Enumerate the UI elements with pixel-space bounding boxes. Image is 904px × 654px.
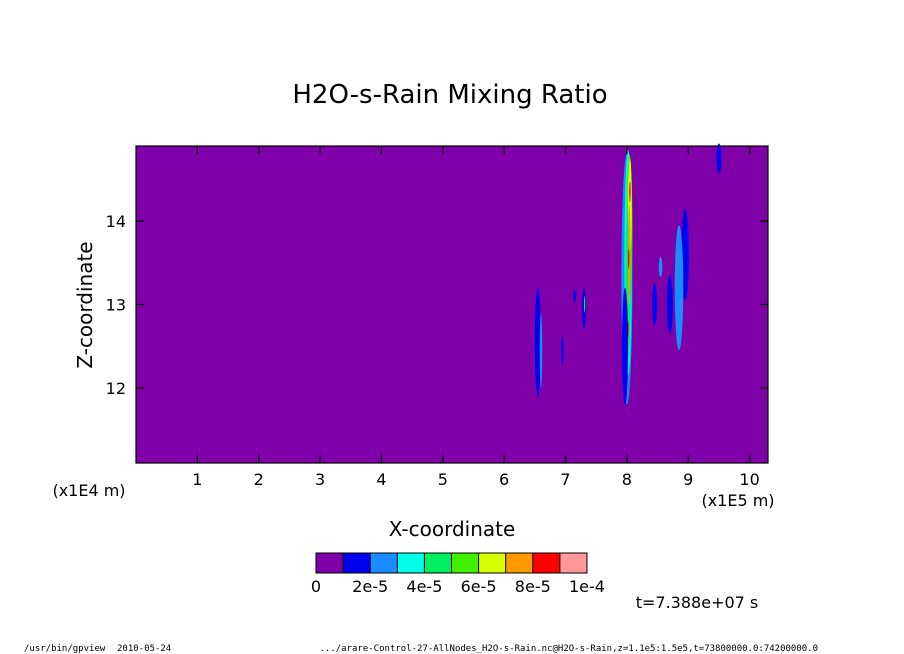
y-tick-label: 13 <box>106 296 126 315</box>
y-axis-label: Z-coordinate <box>73 241 97 368</box>
colorbar-swatch <box>424 553 452 573</box>
time-label: t=7.388e+07 s <box>636 593 759 612</box>
contour-feature-12 <box>666 275 673 334</box>
contour-feature-19 <box>582 287 586 330</box>
colorbar-swatch <box>478 553 506 573</box>
colorbar-swatch <box>397 553 425 573</box>
colorbar-label: 6e-5 <box>461 577 497 596</box>
colorbar-swatch <box>451 553 479 573</box>
y-scale-label: (x1E4 m) <box>52 481 125 500</box>
x-tick-label: 10 <box>739 470 759 489</box>
colorbar-swatch <box>505 553 533 573</box>
footer-program: /usr/bin/gpview <box>24 644 106 654</box>
colorbar-swatch <box>559 553 587 573</box>
contour-feature-21 <box>573 289 576 303</box>
x-tick-label: 7 <box>560 470 570 489</box>
x-scale-label: (x1E5 m) <box>701 491 774 510</box>
x-tick-label: 4 <box>376 470 386 489</box>
contour-feature-10 <box>681 208 689 301</box>
contour-feature-14 <box>658 256 663 277</box>
colorbar-label: 8e-5 <box>515 577 551 596</box>
colorbar-label: 2e-5 <box>352 577 388 596</box>
contour-feature-17 <box>539 312 543 388</box>
x-axis-label: X-coordinate <box>389 517 516 541</box>
contour-feature-20 <box>583 296 586 313</box>
x-tick-label: 2 <box>254 470 264 489</box>
footer-source: .../arare-Control-27-AllNodes_H2O-s-Rain… <box>320 644 819 654</box>
colorbar-label: 4e-5 <box>406 577 442 596</box>
contour-features <box>534 143 722 405</box>
y-tick-label: 14 <box>106 212 126 231</box>
y-tick-label: 12 <box>106 379 126 398</box>
contour-feature-11 <box>674 225 684 351</box>
x-tick-label: 6 <box>499 470 509 489</box>
x-tick-label: 1 <box>192 470 202 489</box>
contour-feature-13 <box>652 283 657 326</box>
chart-title: H2O-s-Rain Mixing Ratio <box>292 80 607 110</box>
footer-date: 2010-05-24 <box>117 644 171 654</box>
contour-feature-18 <box>561 335 564 366</box>
contour-feature-6 <box>629 181 631 202</box>
colorbar-swatch <box>370 553 398 573</box>
colorbar-swatch <box>532 553 560 573</box>
colorbar-swatch <box>316 553 344 573</box>
contour-feature-7 <box>627 248 630 269</box>
contour-feature-16 <box>534 287 541 397</box>
x-tick-label: 8 <box>622 470 632 489</box>
contour-feature-9 <box>621 287 629 405</box>
x-tick-label: 3 <box>315 470 325 489</box>
colorbar-label: 0 <box>311 577 321 596</box>
x-tick-label: 9 <box>683 470 693 489</box>
contour-feature-15 <box>716 143 722 174</box>
plot-background <box>136 146 768 463</box>
colorbar-label: 1e-4 <box>569 577 605 596</box>
colorbar: 0 2e-5 4e-5 6e-5 8e-5 1e-4 <box>311 552 605 596</box>
colorbar-swatch <box>343 553 371 573</box>
x-tick-label: 5 <box>438 470 448 489</box>
